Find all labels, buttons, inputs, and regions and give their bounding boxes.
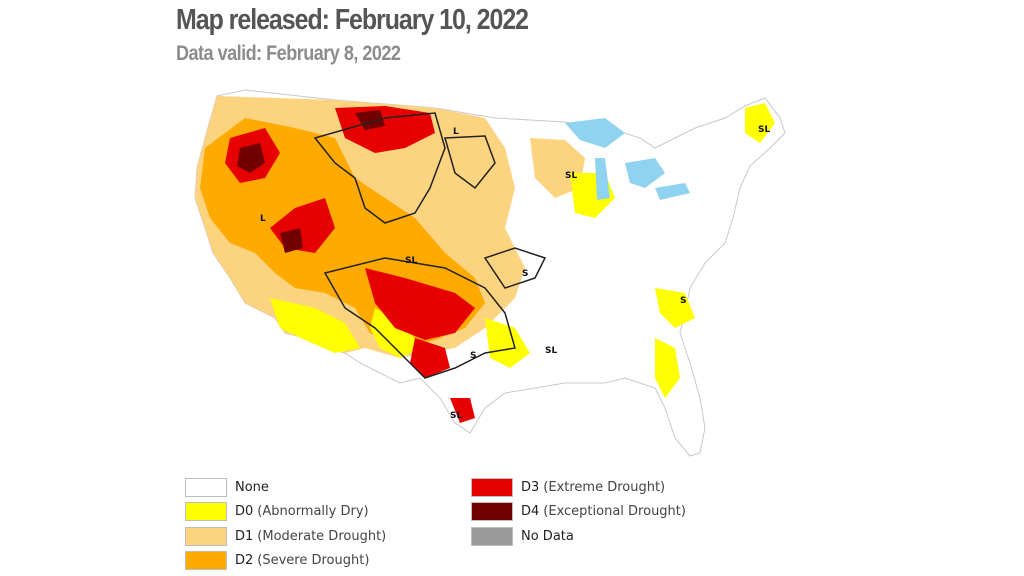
region-label: L [260, 214, 266, 224]
legend-swatch [471, 478, 513, 497]
legend-label: D0 [235, 504, 254, 519]
legend-description: (Exceptional Drought) [543, 504, 686, 519]
legend-label: D4 [521, 504, 540, 519]
legend-item-no-data: No Data [471, 527, 578, 546]
region-label: SL [565, 171, 577, 181]
great-lakes [565, 118, 625, 148]
legend-item-d3: D3 (Extreme Drought) [471, 478, 665, 497]
legend-swatch [185, 527, 227, 546]
legend-item-none: None [185, 478, 273, 497]
region-label: S [680, 296, 686, 306]
legend-item-d2: D2 (Severe Drought) [185, 551, 369, 570]
region-label: L [453, 127, 459, 137]
legend-item-d1: D1 (Moderate Drought) [185, 527, 386, 546]
region-label: S [470, 351, 476, 361]
legend-label: D3 [521, 480, 540, 495]
region-label: SL [545, 346, 557, 356]
legend-swatch [471, 527, 513, 546]
legend-swatch [185, 478, 227, 497]
legend-description: (Moderate Drought) [257, 529, 387, 544]
map-title: Map released: February 10, 2022 [176, 4, 529, 36]
region-label: SL [758, 125, 770, 135]
region-label: S [522, 269, 528, 279]
drought-map: L L SL SL SL S S S SL SL [194, 89, 786, 457]
legend-label: D1 [235, 529, 254, 544]
legend-label: No Data [521, 529, 574, 544]
legend-swatch [185, 551, 227, 570]
legend-swatch [185, 502, 227, 521]
legend-description: (Extreme Drought) [543, 480, 666, 495]
legend-swatch [471, 502, 513, 521]
legend-description: (Abnormally Dry) [257, 504, 369, 519]
region-label: SL [450, 411, 462, 421]
legend-label: D2 [235, 553, 254, 568]
map-subtitle: Data valid: February 8, 2022 [176, 42, 401, 65]
legend-label: None [235, 480, 269, 495]
legend-item-d0: D0 (Abnormally Dry) [185, 502, 369, 521]
legend-description: (Severe Drought) [257, 553, 370, 568]
region-label: SL [405, 256, 417, 266]
legend-item-d4: D4 (Exceptional Drought) [471, 502, 686, 521]
